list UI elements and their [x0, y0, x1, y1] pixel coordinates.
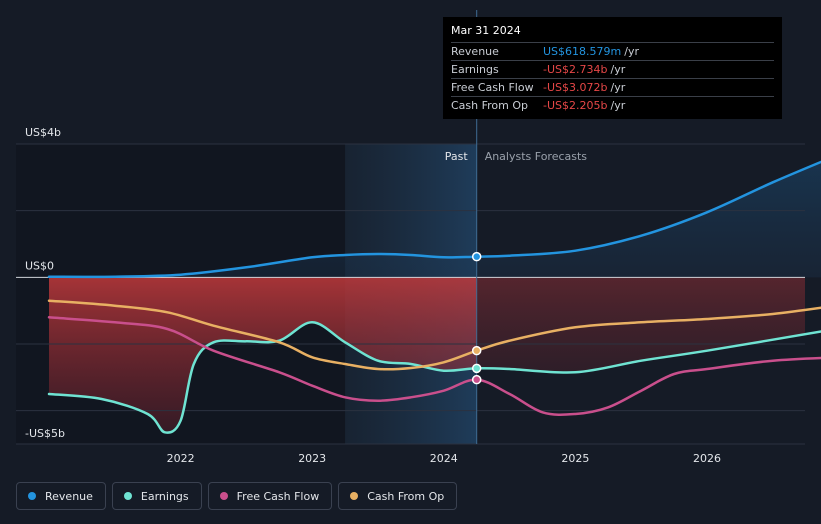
x-tick-label: 2023 [298, 452, 326, 465]
tooltip-value: -US$2.205b [543, 99, 608, 112]
tooltip-row-earnings: Earnings -US$2.734b /yr [451, 60, 774, 78]
series-line-earnings [47, 321, 821, 434]
legend-item-revenue[interactable]: Revenue [16, 482, 106, 510]
revenue-dot-icon [28, 492, 36, 500]
tooltip-row-revenue: Revenue US$618.579m /yr [451, 42, 774, 60]
y-tick-label: US$4b [25, 126, 61, 139]
cash-from-op-dot-icon [350, 492, 359, 500]
x-tick-label: 2022 [167, 452, 195, 465]
tooltip-label: Cash From Op [451, 99, 529, 112]
tooltip-date: Mar 31 2024 [451, 24, 521, 37]
legend: Revenue Earnings Free Cash Flow Cash Fro… [16, 482, 463, 510]
tooltip-label: Free Cash Flow [451, 81, 534, 94]
marker-cash-from-op [471, 345, 482, 356]
tooltip-unit: /yr [610, 99, 626, 112]
tooltip-unit: /yr [610, 81, 626, 94]
tooltip-label: Earnings [451, 63, 499, 76]
legend-item-cash-from-op[interactable]: Cash From Op [338, 482, 458, 510]
forecast-label: Analysts Forecasts [485, 150, 588, 163]
earnings-area-past [49, 277, 477, 433]
legend-item-free-cash-flow[interactable]: Free Cash Flow [207, 482, 333, 510]
series-line-cash-from-op [47, 299, 821, 371]
x-tick-label: 2024 [430, 452, 458, 465]
earnings-dot-icon [123, 492, 132, 500]
marker-revenue [471, 251, 482, 262]
x-tick-label: 2026 [693, 452, 721, 465]
x-tick-label: 2025 [561, 452, 589, 465]
marker-free-cash-flow [471, 374, 482, 385]
tooltip: Mar 31 2024 Revenue US$618.579m /yr Earn… [443, 17, 782, 119]
legend-label: Earnings [140, 489, 189, 503]
past-label: Past [445, 150, 469, 163]
tooltip-label: Revenue [451, 45, 499, 58]
marker-earnings [471, 363, 482, 374]
legend-label: Revenue [45, 489, 93, 503]
tooltip-value: -US$2.734b [543, 63, 608, 76]
y-tick-label: -US$5b [25, 427, 65, 440]
tooltip-row-free-cash-flow: Free Cash Flow -US$3.072b /yr [451, 78, 774, 96]
y-tick-label: US$0 [25, 259, 54, 272]
legend-item-earnings[interactable]: Earnings [111, 482, 202, 510]
tooltip-unit: /yr [624, 45, 639, 58]
tooltip-row-cash-from-op: Cash From Op -US$2.205b /yr [451, 96, 774, 114]
series-line-revenue [47, 160, 821, 279]
tooltip-value: US$618.579m [543, 45, 622, 58]
earnings-area-forecast [476, 277, 805, 373]
legend-label: Cash From Op [367, 489, 445, 503]
tooltip-unit: /yr [610, 63, 626, 76]
tooltip-value: -US$3.072b [543, 81, 608, 94]
revenue-area [49, 161, 821, 278]
legend-label: Free Cash Flow [236, 489, 320, 503]
series-line-free-cash-flow [47, 316, 821, 416]
free-cash-flow-dot-icon [219, 492, 228, 500]
